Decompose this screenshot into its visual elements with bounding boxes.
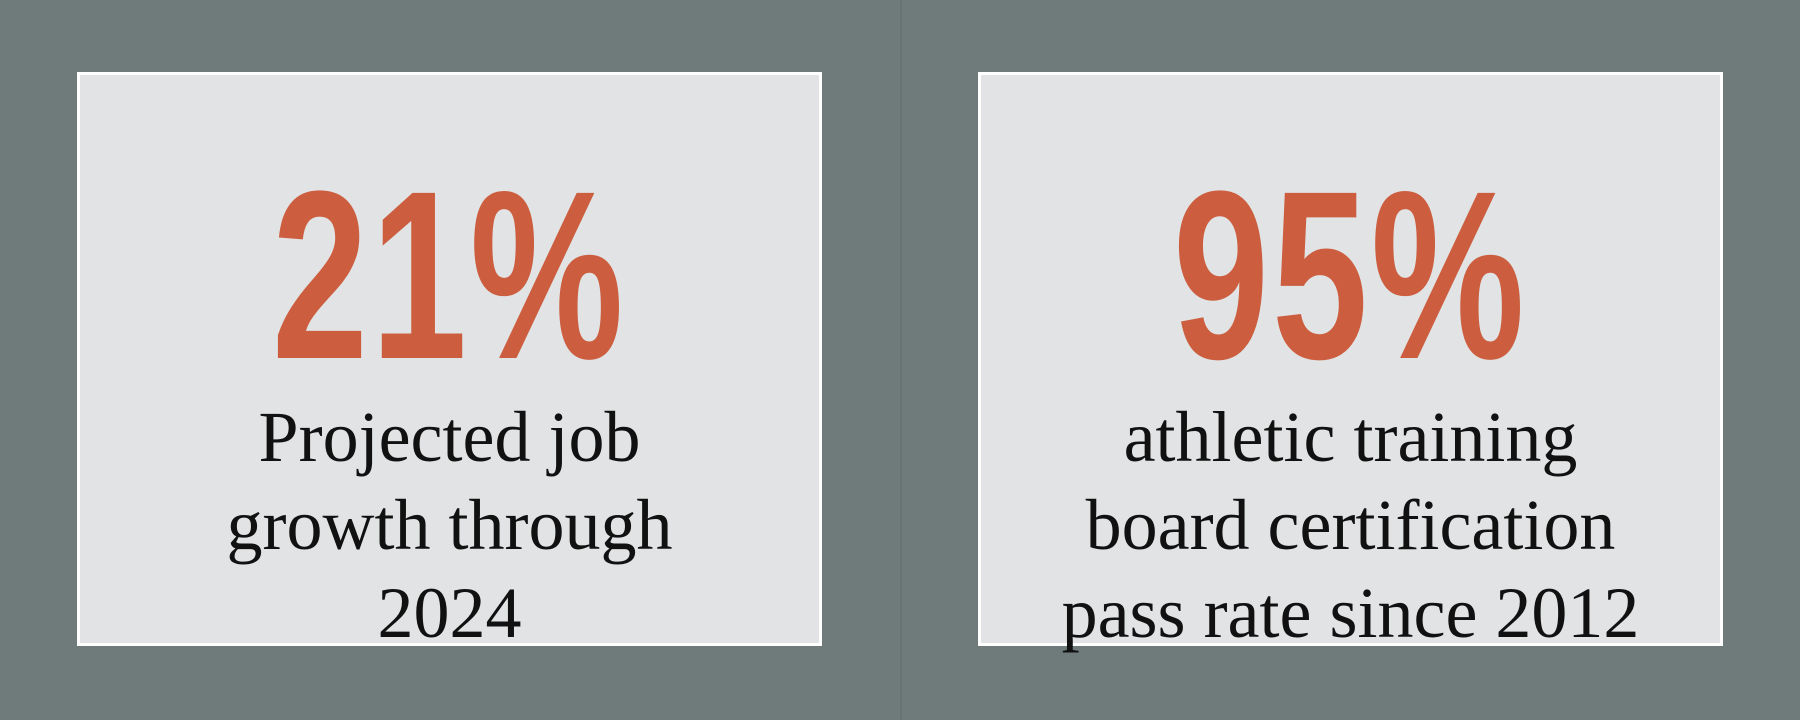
right-panel: 95% athletic training board certificatio… <box>900 0 1800 720</box>
stat-caption: Projected job growth through 2024 <box>80 393 819 657</box>
caption-line: growth through <box>226 485 673 565</box>
caption-line: Projected job <box>258 397 641 477</box>
stat-card: 21% Projected job growth through 2024 <box>77 72 822 653</box>
caption-line: board certification <box>1085 485 1616 565</box>
caption-line: pass rate since 2012 <box>1061 573 1640 653</box>
stat-caption: athletic training board certification pa… <box>981 393 1720 657</box>
caption-line: 2024 <box>377 573 522 653</box>
caption-line: athletic training <box>1123 397 1578 477</box>
stat-value: 95% <box>1173 141 1528 409</box>
stat-wrap: 21% <box>80 155 819 395</box>
stat-value: 21% <box>272 141 627 409</box>
stat-wrap: 95% <box>981 155 1720 395</box>
left-panel: 21% Projected job growth through 2024 <box>77 72 822 653</box>
stat-card: 95% athletic training board certificatio… <box>978 72 1723 653</box>
